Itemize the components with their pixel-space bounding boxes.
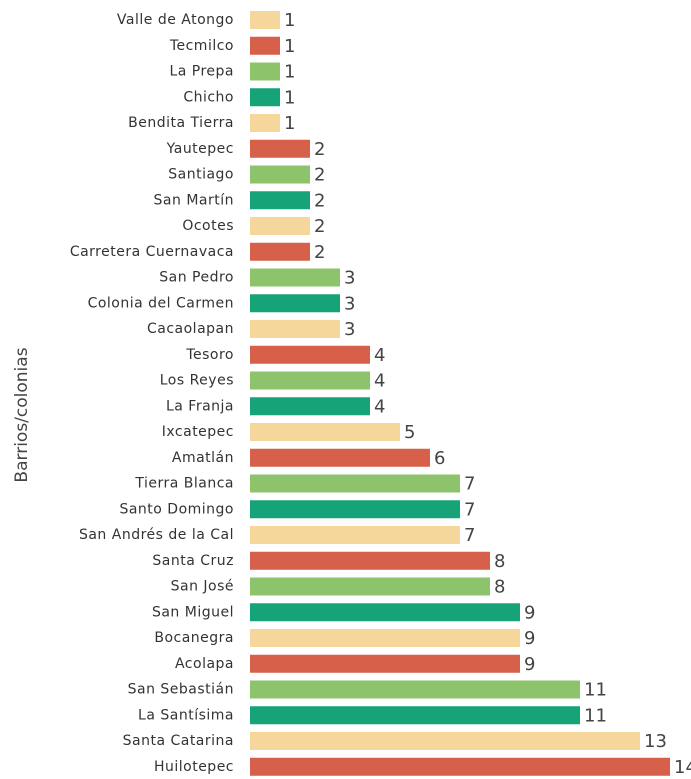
value-label: 1 <box>284 62 295 83</box>
value-label: 9 <box>524 654 535 675</box>
value-label: 4 <box>374 396 385 417</box>
bar <box>250 165 310 184</box>
bar <box>250 680 580 699</box>
y-tick-label: Tierra Blanca <box>134 476 234 492</box>
value-label: 9 <box>524 602 535 623</box>
y-tick-label: La Franja <box>166 398 234 414</box>
bar <box>250 629 520 647</box>
value-label: 13 <box>644 731 667 752</box>
y-tick-label: Tesoro <box>185 347 234 363</box>
bar <box>250 294 340 313</box>
value-label: 7 <box>464 474 475 495</box>
value-label: 2 <box>314 165 325 186</box>
value-label: 7 <box>464 525 475 546</box>
value-label: 1 <box>284 113 295 134</box>
bar <box>250 191 310 210</box>
y-tick-label: Santiago <box>168 167 234 183</box>
y-tick-label: San Martín <box>154 192 234 208</box>
y-tick-label: San José <box>171 579 234 595</box>
bar <box>250 603 520 622</box>
y-tick-label: Chicho <box>183 89 234 105</box>
bar <box>250 217 310 235</box>
value-label: 5 <box>404 422 415 443</box>
y-tick-label: Bendita Tierra <box>128 115 234 131</box>
bar <box>250 448 430 467</box>
value-label: 4 <box>374 371 385 392</box>
value-label: 1 <box>284 10 295 31</box>
value-label: 11 <box>584 680 607 701</box>
y-tick-label: Santa Cruz <box>152 553 234 569</box>
bar <box>250 577 490 596</box>
bar <box>250 88 280 107</box>
bar <box>250 371 370 390</box>
y-tick-label: Amatlán <box>172 450 234 466</box>
bar <box>250 474 460 493</box>
bar <box>250 500 460 519</box>
y-tick-label: Tecmilco <box>169 38 234 54</box>
bar <box>250 757 670 776</box>
value-label: 7 <box>464 499 475 520</box>
value-label: 8 <box>494 551 505 572</box>
value-label: 8 <box>494 577 505 598</box>
y-tick-label: Yautepec <box>166 141 234 157</box>
bar <box>250 732 640 750</box>
bar <box>250 397 370 416</box>
bar <box>250 62 280 81</box>
value-label: 3 <box>344 293 355 314</box>
bar <box>250 526 460 544</box>
y-axis-label: Barrios/colonias <box>12 347 32 482</box>
value-label: 6 <box>434 448 445 469</box>
y-tick-label: Santa Catarina <box>123 733 234 749</box>
value-label: 3 <box>344 319 355 340</box>
bar <box>250 114 280 132</box>
bar <box>250 551 490 570</box>
bar <box>250 320 340 338</box>
value-label: 2 <box>314 139 325 160</box>
y-tick-label: Los Reyes <box>160 373 234 389</box>
bar <box>250 36 280 55</box>
y-tick-label: Cacaolapan <box>147 321 234 337</box>
y-tick-label: Huilotepec <box>154 759 234 775</box>
value-label: 2 <box>314 190 325 211</box>
y-tick-label: Carretera Cuernavaca <box>70 244 234 260</box>
value-label: 1 <box>284 87 295 108</box>
y-tick-label: San Miguel <box>152 604 234 620</box>
value-label: 9 <box>524 628 535 649</box>
y-tick-label: San Pedro <box>159 270 234 286</box>
y-tick-label: Acolapa <box>175 656 234 672</box>
value-label: 1 <box>284 36 295 57</box>
bar <box>250 654 520 673</box>
value-label: 2 <box>314 216 325 237</box>
bar <box>250 706 580 725</box>
value-label: 14 <box>674 757 691 778</box>
y-tick-label: Santo Domingo <box>119 501 234 517</box>
y-tick-label: La Prepa <box>169 64 234 80</box>
bar <box>250 345 370 364</box>
bar <box>250 139 310 158</box>
bar <box>250 423 400 441</box>
value-label: 4 <box>374 345 385 366</box>
y-tick-label: San Sebastián <box>128 682 234 698</box>
y-tick-label: La Santísima <box>138 707 234 723</box>
y-tick-label: Bocanegra <box>154 630 234 646</box>
bar <box>250 11 280 29</box>
y-tick-label: San Andrés de la Cal <box>79 527 234 543</box>
bar <box>250 268 340 287</box>
y-tick-label: Ixcatepec <box>162 424 234 440</box>
bar <box>250 242 310 261</box>
value-label: 11 <box>584 705 607 726</box>
value-label: 2 <box>314 242 325 263</box>
y-tick-label: Ocotes <box>182 218 234 234</box>
y-tick-label: Colonia del Carmen <box>88 295 234 311</box>
y-tick-label: Valle de Atongo <box>117 12 234 28</box>
value-label: 3 <box>344 268 355 289</box>
